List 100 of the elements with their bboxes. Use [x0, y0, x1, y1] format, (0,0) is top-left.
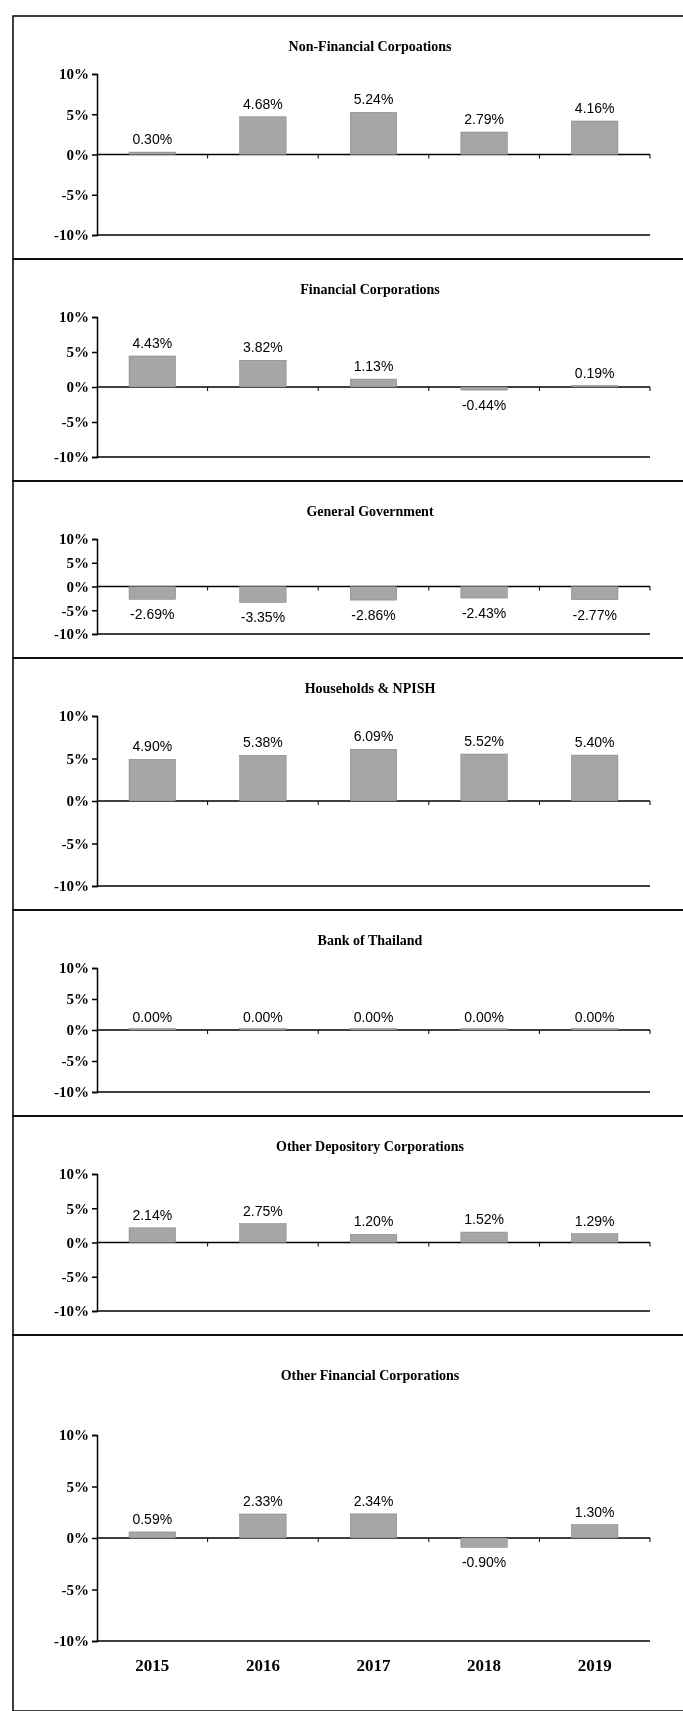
data-label: 0.59% — [132, 1510, 173, 1527]
data-label: 4.43% — [132, 334, 173, 351]
data-label: 5.52% — [464, 733, 504, 750]
chart-title: Financial Corporations — [300, 282, 441, 297]
data-label: 6.09% — [353, 728, 394, 745]
bar — [239, 1513, 287, 1539]
bar — [350, 1234, 397, 1243]
chart-title: Households & NPISH — [304, 681, 436, 696]
data-label: 2.33% — [243, 1493, 283, 1509]
y-tick-label: -10% — [54, 1633, 89, 1650]
x-tick-label: 2016 — [245, 1656, 280, 1676]
data-label: 1.52% — [464, 1211, 504, 1228]
bar — [571, 1233, 619, 1243]
y-tick-label: -5% — [61, 602, 89, 619]
data-label: 5.38% — [243, 734, 283, 751]
y-tick-label: -10% — [54, 449, 89, 466]
x-tick-label: 2017 — [356, 1656, 391, 1676]
chart-title: Other Financial Corporations — [280, 1368, 460, 1383]
data-label: 2.34% — [353, 1492, 394, 1509]
bar — [128, 151, 176, 155]
bar — [350, 112, 397, 155]
data-label: 1.29% — [574, 1212, 615, 1229]
y-tick-label: 5% — [66, 1478, 89, 1495]
y-tick-label: 10% — [59, 960, 89, 977]
y-tick-label: 10% — [59, 1166, 89, 1183]
y-tick-label: -10% — [54, 1303, 89, 1320]
y-tick-label: 5% — [66, 991, 89, 1008]
bar — [571, 1524, 619, 1539]
bar — [350, 1513, 397, 1539]
y-tick-label: -5% — [61, 187, 89, 204]
data-label: 2.79% — [464, 111, 504, 128]
y-tick-label: 0% — [66, 1234, 89, 1251]
y-tick-label: 0% — [66, 379, 89, 396]
data-label: 0.00% — [132, 1009, 173, 1025]
data-label: 1.13% — [353, 358, 394, 375]
bar — [128, 1531, 176, 1539]
bar — [239, 360, 287, 388]
data-label: -3.35% — [240, 609, 286, 626]
chart-title: Other Depository Corporations — [276, 1139, 465, 1154]
data-label: 0.30% — [132, 131, 173, 148]
y-tick-label: -10% — [54, 878, 89, 895]
y-tick-label: -5% — [61, 1581, 89, 1598]
bar — [239, 1223, 287, 1243]
y-tick-label: 10% — [59, 66, 89, 83]
y-tick-label: -5% — [61, 1269, 89, 1286]
data-label: 0.00% — [574, 1009, 615, 1025]
data-label: -2.77% — [572, 606, 617, 623]
bar — [350, 378, 397, 388]
bar — [460, 1537, 508, 1548]
data-label: -0.44% — [461, 397, 507, 414]
y-tick-label: -10% — [54, 1084, 89, 1101]
y-tick-label: -5% — [61, 414, 89, 431]
y-tick-label: 10% — [59, 309, 89, 326]
data-label: 4.90% — [132, 738, 173, 755]
chart-title: Non-Financial Corpoations — [288, 39, 453, 54]
bar — [460, 1231, 508, 1243]
chart-title: Bank of Thailand — [317, 933, 423, 948]
data-label: 5.24% — [353, 91, 394, 108]
data-label: 0.00% — [464, 1009, 504, 1025]
bar — [460, 131, 508, 155]
bar — [571, 120, 619, 155]
y-tick-label: 0% — [66, 1530, 89, 1547]
data-label: 3.82% — [243, 339, 283, 356]
bar — [128, 1227, 176, 1243]
y-tick-label: 5% — [66, 344, 89, 361]
bar — [128, 355, 176, 388]
chart-title: General Government — [306, 504, 434, 519]
data-label: 4.68% — [243, 95, 283, 112]
data-label: -2.69% — [130, 606, 175, 623]
x-tick-label: 2018 — [467, 1656, 502, 1676]
data-label: 5.40% — [574, 734, 615, 751]
y-tick-label: 10% — [59, 708, 89, 725]
data-label: 0.00% — [243, 1009, 283, 1025]
data-label: 0.00% — [353, 1009, 394, 1025]
data-label: 1.20% — [353, 1213, 394, 1230]
bar — [460, 386, 508, 391]
data-label: -0.90% — [461, 1554, 507, 1571]
data-label: 1.30% — [574, 1503, 615, 1520]
bar — [239, 116, 287, 155]
y-tick-label: -10% — [54, 227, 89, 244]
x-tick-label: 2019 — [577, 1656, 612, 1676]
data-label: 2.75% — [243, 1202, 283, 1219]
x-tick-label: 2015 — [135, 1656, 170, 1676]
y-tick-label: 0% — [66, 1022, 89, 1039]
data-label: -2.86% — [351, 607, 396, 624]
data-label: -2.43% — [461, 605, 507, 622]
y-tick-label: -5% — [61, 835, 89, 852]
y-tick-label: 5% — [66, 1200, 89, 1217]
y-tick-label: 10% — [59, 1427, 89, 1444]
y-tick-label: 10% — [59, 531, 89, 548]
data-label: 4.16% — [574, 100, 615, 117]
y-tick-label: 0% — [66, 578, 89, 595]
y-tick-label: 5% — [66, 106, 89, 123]
y-tick-label: 5% — [66, 750, 89, 767]
data-label: 0.19% — [574, 364, 615, 381]
y-tick-label: -5% — [61, 1053, 89, 1070]
data-label: 2.14% — [132, 1206, 173, 1223]
y-tick-label: 5% — [66, 555, 89, 572]
y-tick-label: 0% — [66, 146, 89, 163]
y-tick-label: -10% — [54, 626, 89, 643]
